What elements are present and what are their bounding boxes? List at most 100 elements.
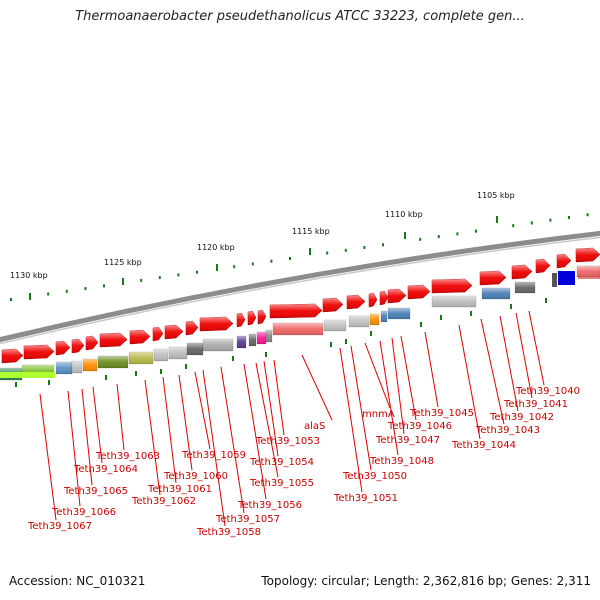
minor-tick	[568, 215, 570, 219]
gene-gloss	[56, 362, 72, 374]
ruler-label: 1130 kbp	[10, 271, 48, 280]
minor-tick	[470, 311, 472, 316]
minor-tick	[65, 289, 68, 293]
genome-stats-label: Topology: circular; Length: 2,362,816 bp…	[261, 574, 591, 588]
gene-label: Teth39_1058	[196, 527, 261, 538]
gene-gloss	[72, 339, 84, 353]
minor-tick	[103, 284, 105, 288]
gene-gloss	[349, 316, 369, 327]
leader-line	[424, 331, 439, 408]
minor-tick	[48, 380, 50, 385]
minor-tick	[196, 270, 198, 274]
leader-line	[480, 318, 505, 425]
gene-label: Teth39_1056	[237, 500, 302, 511]
leader-line	[220, 366, 245, 514]
gene-label: Teth39_1046	[387, 421, 452, 432]
gene-gloss	[536, 259, 550, 273]
gene-gloss	[512, 265, 532, 279]
leader-line	[350, 345, 372, 471]
minor-tick	[382, 243, 384, 247]
gene-gloss	[100, 333, 127, 347]
gene-label: Teth39_1040	[515, 386, 580, 397]
minor-tick	[289, 256, 291, 260]
ruler-label: 1105 kbp	[477, 191, 515, 200]
gene-gloss	[248, 311, 256, 325]
minor-tick	[160, 369, 162, 374]
minor-tick	[545, 298, 547, 303]
gene-gloss	[258, 310, 266, 324]
accession-label: Accession: NC_010321	[9, 574, 146, 588]
gene-label: Teth39_1048	[369, 456, 434, 467]
leader-line	[400, 335, 417, 421]
minor-tick	[475, 229, 477, 233]
minor-tick	[158, 276, 161, 280]
map-title: Thermoanaerobacter pseudethanolicus ATCC…	[75, 9, 525, 24]
backbone-inner	[0, 236, 600, 345]
gene-label: mnmA	[362, 409, 395, 420]
gene-track	[0, 247, 600, 387]
leader-line	[379, 340, 399, 456]
gene-gloss	[515, 282, 535, 293]
gene-label: Teth39_1061	[147, 484, 212, 495]
gene-gloss	[432, 296, 476, 307]
gene-gloss	[72, 361, 82, 373]
gene-label: Teth39_1064	[73, 464, 138, 475]
minor-tick	[419, 237, 422, 241]
gene-gloss	[169, 347, 187, 359]
minor-tick	[363, 246, 366, 250]
minor-tick	[185, 364, 187, 369]
leader-line	[458, 324, 481, 440]
gene-gloss	[154, 349, 168, 361]
minor-tick	[510, 304, 512, 309]
gene-label: Teth39_1065	[63, 486, 128, 497]
gene-gloss	[56, 341, 70, 355]
gene-gloss	[165, 325, 183, 339]
ruler-label: 1120 kbp	[197, 243, 235, 252]
gene-gloss	[257, 332, 266, 344]
gene-label: Teth39_1053	[255, 436, 320, 447]
backbone	[0, 230, 600, 345]
green-strip	[0, 372, 55, 378]
gene-label: Teth39_1057	[215, 514, 280, 525]
minor-tick	[370, 331, 372, 336]
leader-line	[202, 369, 226, 527]
minor-tick	[437, 235, 440, 239]
minor-tick	[330, 342, 332, 347]
backbone-outer	[0, 230, 600, 343]
gene-gloss	[24, 345, 54, 359]
gene-gloss	[369, 293, 377, 307]
minor-tick	[440, 315, 442, 320]
minor-tick	[15, 382, 17, 387]
gene-label: Teth39_1055	[249, 478, 314, 489]
gene-gloss	[237, 336, 246, 348]
gene-label: Teth39_1060	[163, 471, 228, 482]
gene-gloss	[187, 343, 203, 355]
grey-feature-box	[552, 273, 557, 287]
gene-label: Teth39_1059	[181, 450, 246, 461]
leader-line	[515, 312, 533, 399]
gene-label: Teth39_1043	[475, 425, 540, 436]
gene-gloss	[323, 298, 343, 312]
gene-gloss	[266, 330, 272, 342]
gene-gloss	[480, 271, 506, 285]
leader-line	[528, 310, 545, 386]
minor-tick	[456, 232, 459, 236]
minor-tick	[326, 251, 329, 255]
minor-tick	[84, 287, 87, 291]
leader-line	[301, 354, 333, 421]
minor-tick	[10, 298, 12, 301]
gene-gloss	[347, 295, 365, 309]
leader-line	[273, 359, 285, 436]
minor-tick	[549, 218, 552, 222]
leader-line	[39, 393, 57, 521]
blue-feature-box	[558, 271, 575, 285]
gene-gloss	[381, 311, 387, 322]
leader-line	[255, 362, 279, 478]
gene-gloss	[237, 313, 245, 327]
gene-gloss	[370, 314, 379, 325]
leader-line	[499, 315, 519, 412]
gene-gloss	[86, 336, 98, 350]
gene-gloss	[129, 352, 153, 364]
gene-label: Teth39_1045	[409, 408, 474, 419]
